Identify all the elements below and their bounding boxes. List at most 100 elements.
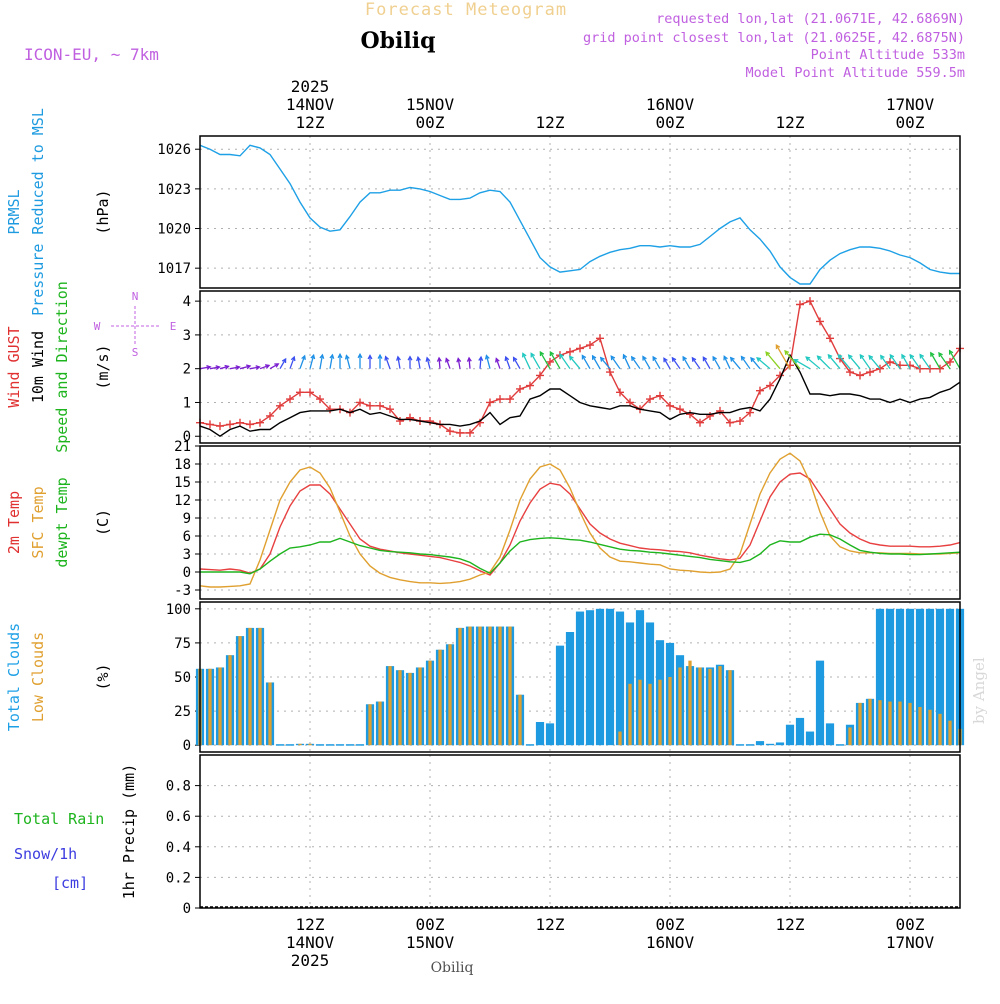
wind-arrow [209,366,220,370]
gust-marker [826,334,834,343]
wind-arrow [485,355,491,369]
wind-arrow-head [702,356,708,362]
gust-marker [706,411,714,420]
station-title: Obiliq [360,28,435,54]
time-tick-label-top: 12Z [296,113,325,132]
compass-cross [111,306,159,346]
gust-marker [536,371,544,380]
wind-arrow-head [630,355,636,361]
wind-arrow-head [357,352,363,359]
gust-marker [606,368,614,377]
total-cloud-bar [325,744,335,746]
wind-arrow-head [504,355,510,362]
low-cloud-bar [718,666,722,746]
time-tick-label-bottom: 12Z [536,915,565,934]
precip-y-tick-label: 0 [183,901,191,917]
low-cloud-bar [398,670,402,746]
temperature-legend-label: 2m Temp [5,491,23,554]
wind-arrow [702,356,711,370]
wind-arrow-head [740,355,746,361]
gust-marker [596,334,604,343]
total-cloud-bar [635,610,645,746]
gust-marker [456,428,464,437]
chart-title: Forecast Meteogram [365,0,567,20]
wind-arrow-head [919,353,925,359]
precip-y-tick-label: 0.2 [166,870,191,886]
wind-arrow [530,353,541,370]
wind-arrow [740,356,751,370]
wind-arrow-head [377,353,383,359]
wind-arrow-head [723,355,728,361]
wind-arrow [784,350,801,370]
wind-arrow-head [478,355,484,362]
gust-marker [476,418,484,427]
wind-arrow [712,356,721,370]
wind-gust-line [199,300,961,434]
wind-arrow [445,358,451,369]
wind-y-tick-label: 0 [183,429,191,445]
wind-arrow-head [868,354,874,360]
wind-arrow [559,353,571,370]
low-cloud-bar [848,727,852,746]
wind-arrow [631,356,641,370]
wind-arrow [642,356,651,370]
wind-arrow [468,357,471,369]
gust-marker [246,420,254,429]
wind-arrow-head [682,355,687,361]
wind-arrow-head [784,349,790,355]
wind-arrow [652,356,661,370]
gust-marker [716,406,724,415]
wind-arrow-head [337,352,343,359]
low-cloud-bar [308,743,312,746]
temperature-y-tick-label: 0 [183,565,191,581]
wind-arrow [880,355,891,370]
gust-marker [266,411,274,420]
time-tick-label-top: 14NOV [286,95,335,114]
low-cloud-bar [918,707,922,746]
wind-arrow [229,366,240,370]
wind-arrow [309,354,315,369]
total-cloud-bar [795,717,805,746]
total-cloud-bar [835,744,845,746]
gust-marker [816,317,824,326]
wind-arrow-head [909,353,915,359]
wind-arrow [775,344,791,370]
wind-arrow [219,365,229,370]
wind-arrow [581,355,591,370]
total-cloud-bar [275,744,285,746]
wind-arrow [723,356,731,369]
gust-marker [546,357,554,366]
pressure-frame [199,135,961,289]
wind-arrow-head [837,353,843,359]
low-cloud-bar [898,701,902,746]
total-cloud-bar [805,731,815,746]
time-tick-label-bottom: 15NOV [406,933,455,952]
low-cloud-bar [948,720,952,746]
pressure-ylabel: (hPa) [94,189,112,234]
clouds-y-tick-label: 100 [166,602,191,618]
clouds-legend-label: Total Clouds [5,623,23,731]
wind-arrow-head [827,353,833,359]
wind-legend-label: Wind GUST [5,326,23,407]
total-cloud-bar [815,660,825,746]
gust-marker [886,357,894,366]
wind-arrow [622,354,631,369]
time-tick-label-bottom: 00Z [896,915,925,934]
clouds-legend-label: Low Clouds [29,632,47,722]
time-tick-label-top: 12Z [776,113,805,132]
low-cloud-bar [668,677,672,746]
total-cloud-bar [785,724,795,746]
wind-arrow [417,357,421,369]
low-cloud-bar [878,700,882,746]
total-cloud-bar [605,608,615,746]
time-tick-label-bottom: 16NOV [646,933,695,952]
low-cloud-bar [688,660,692,746]
gust-marker [526,381,534,390]
gust-marker [936,364,944,373]
wind-arrow-head [445,357,450,363]
gust-marker [916,364,924,373]
time-tick-label-top: 00Z [656,113,685,132]
wind-arrow [663,357,671,370]
gust-marker [276,401,284,410]
wind-arrow-head [889,353,895,359]
